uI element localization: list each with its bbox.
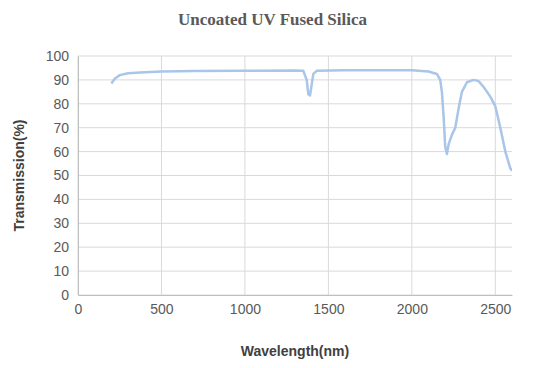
grid-line xyxy=(78,223,512,224)
tick-label: 50 xyxy=(53,167,69,183)
grid-line xyxy=(78,247,512,248)
grid-line xyxy=(78,199,512,200)
y-axis-title: Transmission(%) xyxy=(11,119,27,231)
tick: 2500 xyxy=(480,295,511,317)
tick-label: 90 xyxy=(53,72,69,88)
x-axis: 0 500 1000 1500 2000 2500 xyxy=(75,295,513,317)
tick-label: 60 xyxy=(53,144,69,160)
chart: 0 500 1000 1500 2000 2500 0 10 20 30 40 50 60 70 80 90 1… xyxy=(0,0,535,368)
title: Uncoated UV Fused Silica xyxy=(178,10,368,29)
tick: 0 xyxy=(61,287,78,303)
tick: 100 xyxy=(46,48,78,64)
grid-line xyxy=(78,271,512,272)
tick-label: 20 xyxy=(53,239,69,255)
grid-line xyxy=(244,56,245,295)
grid-line xyxy=(78,127,512,128)
grid xyxy=(78,56,512,295)
grid-line xyxy=(328,56,329,295)
y-axis: 0 10 20 30 40 50 60 70 80 90 100 xyxy=(46,48,79,303)
line xyxy=(111,70,512,170)
x-axis-title: Wavelength(nm) xyxy=(241,343,349,359)
tick: 60 xyxy=(53,144,78,160)
tick-label: 0 xyxy=(75,301,83,317)
axis-line xyxy=(78,57,79,296)
tick-label: 2000 xyxy=(397,301,428,317)
grid-line xyxy=(78,295,512,296)
grid-line xyxy=(78,79,512,80)
tick-label: 100 xyxy=(46,48,70,64)
grid-line xyxy=(78,56,79,295)
tick: 70 xyxy=(53,120,78,136)
grid-line xyxy=(495,56,496,295)
tick: 30 xyxy=(53,215,78,231)
grid-line xyxy=(161,56,162,295)
tick-label: 1000 xyxy=(230,301,261,317)
tick-label: 40 xyxy=(53,191,69,207)
grid-line xyxy=(411,56,412,295)
tick: 20 xyxy=(53,239,78,255)
tick-label: 30 xyxy=(53,215,69,231)
tick-label: 80 xyxy=(53,96,69,112)
series xyxy=(111,70,512,170)
tick-label: 70 xyxy=(53,120,69,136)
tick-label: 10 xyxy=(53,263,69,279)
tick-label: 1500 xyxy=(313,301,344,317)
tick-label: 0 xyxy=(61,287,69,303)
tick: 10 xyxy=(53,263,78,279)
tick-label: 2500 xyxy=(480,301,511,317)
axis-line xyxy=(79,295,513,296)
tick: 1000 xyxy=(230,295,261,317)
tick: 80 xyxy=(53,96,78,112)
grid-line xyxy=(78,56,512,57)
plot: 0 500 1000 1500 2000 2500 0 10 20 30 40 50 60 70 80 90 1… xyxy=(46,48,513,317)
grid-line xyxy=(78,103,512,104)
tick: 40 xyxy=(53,191,78,207)
tick: 2000 xyxy=(397,295,428,317)
tick-label: 500 xyxy=(150,301,174,317)
tick: 500 xyxy=(150,295,174,317)
tick: 1500 xyxy=(313,295,344,317)
grid-line xyxy=(78,175,512,176)
tick: 50 xyxy=(53,167,78,183)
tick: 90 xyxy=(53,72,78,88)
tick: 0 xyxy=(75,295,83,317)
